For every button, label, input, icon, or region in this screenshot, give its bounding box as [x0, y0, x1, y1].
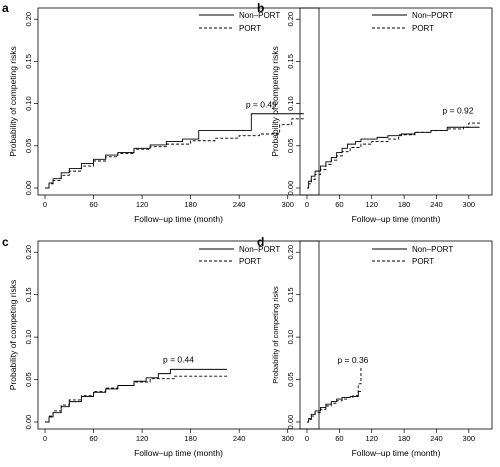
- x-tick-label: 180: [184, 434, 197, 443]
- legend-label: Non–PORT: [239, 245, 280, 254]
- legend-label: PORT: [239, 24, 261, 33]
- x-tick-label: 120: [136, 200, 149, 209]
- x-tick-label: 60: [335, 434, 343, 443]
- p-value-label: p = 0.36: [337, 355, 368, 365]
- series-line-port: [45, 117, 305, 189]
- x-tick-label: 60: [335, 200, 343, 209]
- panel-c: c 0 60 120 180 240 300 0.00 0.05 0.10 0.15 0.20 Foll…: [2, 235, 320, 458]
- y-tick-label: 0.05: [286, 372, 295, 387]
- legend-label: Non–PORT: [412, 245, 453, 254]
- x-tick-label: 120: [365, 434, 378, 443]
- panel-d: d 0 60 120 180 240 300 0.00 0.05 0.10 0.15 0.20 Foll…: [257, 235, 493, 458]
- legend-label: Non–PORT: [412, 11, 453, 20]
- series-line-port: [307, 120, 481, 189]
- y-tick-label: 0.15: [286, 287, 295, 302]
- series-line-non-port: [45, 113, 304, 189]
- x-tick-label: 240: [430, 434, 443, 443]
- y-tick-label: 0.00: [286, 415, 295, 430]
- x-tick-label: 120: [365, 200, 378, 209]
- legend-label: PORT: [239, 257, 261, 266]
- y-tick-label: 0.10: [24, 330, 33, 345]
- x-tick-label: 0: [305, 200, 309, 209]
- panel-letter: c: [2, 235, 9, 249]
- x-tick-label: 0: [43, 200, 47, 209]
- y-tick-label: 0.10: [24, 96, 33, 111]
- x-tick-label: 240: [430, 200, 443, 209]
- x-tick-label: 240: [233, 200, 246, 209]
- x-tick-label: 0: [305, 434, 309, 443]
- x-tick-label: 60: [89, 200, 97, 209]
- x-tick-label: 180: [184, 200, 197, 209]
- p-value-label: p = 0.49: [246, 100, 277, 110]
- y-axis-title: Probability of competing risks: [8, 46, 18, 157]
- series-line-non-port: [45, 368, 228, 423]
- y-axis-title: Probability of competing risks: [270, 46, 280, 157]
- x-tick-label: 240: [233, 434, 246, 443]
- p-value-label: p = 0.92: [443, 105, 474, 115]
- y-tick-label: 0.15: [24, 287, 33, 302]
- y-tick-label: 0.00: [286, 181, 295, 196]
- y-axis-title: Probability of competing risks: [8, 280, 18, 391]
- x-tick-label: 300: [281, 434, 294, 443]
- y-tick-label: 0.05: [24, 372, 33, 387]
- x-tick-label: 180: [398, 434, 411, 443]
- y-tick-label: 0.20: [286, 245, 295, 260]
- y-tick-label: 0.10: [286, 96, 295, 111]
- y-tick-label: 0.00: [24, 415, 33, 430]
- series-line-non-port: [307, 126, 480, 189]
- x-tick-label: 300: [463, 200, 476, 209]
- x-tick-label: 60: [89, 434, 97, 443]
- y-tick-label: 0.05: [286, 139, 295, 154]
- y-tick-label: 0.05: [24, 139, 33, 154]
- legend-label: PORT: [412, 24, 434, 33]
- x-axis-title: Follow–up time (month): [134, 448, 223, 458]
- panel-a: a 0 60 120 180 240 300 0.00 0.05 0.10 0.15 0.20 Foll…: [2, 1, 320, 224]
- panel-b: b 0 60 120 180 240 300 0.00 0.05 0.10 0.15 0.20 Foll…: [257, 1, 493, 224]
- x-tick-label: 120: [136, 434, 149, 443]
- x-tick-label: 300: [463, 434, 476, 443]
- y-tick-label: 0.10: [286, 330, 295, 345]
- x-tick-label: 180: [398, 200, 411, 209]
- x-axis-title: Follow–up time (month): [352, 214, 441, 224]
- series-line-port: [307, 365, 362, 423]
- panel-letter: b: [257, 1, 264, 15]
- y-tick-label: 0.20: [24, 12, 33, 27]
- y-tick-label: 0.00: [24, 181, 33, 196]
- y-tick-label: 0.20: [24, 245, 33, 260]
- series-line-port: [45, 375, 228, 423]
- plot-frame: [299, 240, 493, 430]
- y-tick-label: 0.20: [286, 12, 295, 27]
- y-tick-label: 0.15: [24, 54, 33, 69]
- x-tick-label: 300: [281, 200, 294, 209]
- panel-letter: d: [257, 235, 264, 249]
- legend-label: Non–PORT: [239, 11, 280, 20]
- x-axis-title: Follow–up time (month): [134, 214, 223, 224]
- x-axis-title: Follow–up time (month): [352, 448, 441, 458]
- panel-letter: a: [2, 1, 9, 15]
- y-axis-title: Probability of competing risks: [271, 286, 280, 384]
- p-value-label: p = 0.44: [163, 354, 194, 364]
- legend-label: PORT: [412, 257, 434, 266]
- plot-frame: [299, 7, 493, 196]
- x-tick-label: 0: [43, 434, 47, 443]
- plot-frame: [37, 7, 320, 196]
- plot-frame: [37, 240, 320, 430]
- y-tick-label: 0.15: [286, 54, 295, 69]
